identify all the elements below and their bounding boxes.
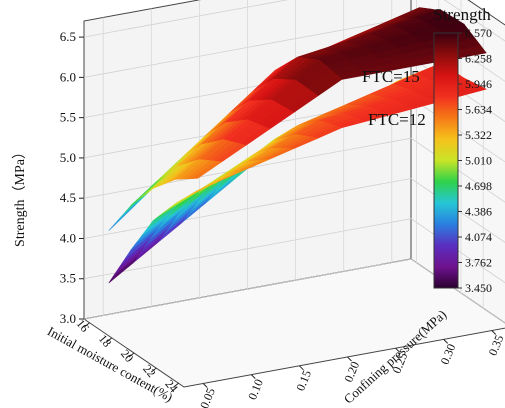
colorbar-tick-label: 3.450 xyxy=(465,281,492,295)
series-label: FTC=15 xyxy=(362,67,420,86)
surface-patch xyxy=(191,160,223,179)
colorbar-tick-label: 4.698 xyxy=(465,179,492,193)
y-tick xyxy=(250,374,256,380)
colorbar-tick-label: 3.762 xyxy=(465,256,492,270)
colorbar-tick-label: 4.386 xyxy=(465,205,492,219)
z-gridline xyxy=(83,258,505,324)
y-tick xyxy=(443,338,449,344)
surfaces: FTC=12 FTC=15 xyxy=(108,7,488,284)
y-tick xyxy=(299,365,304,371)
colorbar-tick-label: 6.570 xyxy=(465,26,492,40)
colorbar: Strength 6.570 6.258 5.946 5.634 5.322 5.010 4.… xyxy=(433,5,492,295)
z-gridline xyxy=(83,178,505,243)
z-tick-label: 4.0 xyxy=(60,230,76,245)
x-tick xyxy=(106,337,113,343)
x-tick xyxy=(173,382,179,388)
y-tick xyxy=(202,383,208,388)
x-tick xyxy=(84,322,90,328)
z-axis-label: Strength（MPa） xyxy=(12,145,28,247)
z-tick-label: 5.5 xyxy=(60,110,76,125)
colorbar-tick-label: 4.074 xyxy=(465,230,492,244)
colorbar-tick-label: 5.946 xyxy=(465,77,492,91)
colorbar-tick-label: 5.322 xyxy=(465,128,492,142)
y-tick xyxy=(491,330,497,335)
colorbar-tick-label: 6.258 xyxy=(465,52,492,66)
colorbar-tick-label: 5.634 xyxy=(465,103,492,117)
colorbar-gradient xyxy=(433,32,459,289)
colorbar-tick-label: 5.010 xyxy=(465,154,492,168)
z-tick-label: 4.5 xyxy=(60,190,76,205)
y-tick-label: 0.35 xyxy=(486,333,505,358)
surface-patch xyxy=(191,179,222,194)
colorbar-title: Strength xyxy=(433,5,491,24)
z-tick-label: 3.0 xyxy=(60,311,76,326)
y-tick-label: 0.10 xyxy=(245,377,266,402)
z-gridline xyxy=(83,218,505,284)
y-tick xyxy=(395,347,400,353)
surface-ftc15 xyxy=(108,7,487,231)
series-label: FTC=12 xyxy=(368,110,426,129)
y-tick-label: 0.30 xyxy=(438,342,459,367)
z-tick-label: 5.0 xyxy=(60,150,76,165)
z-gridline xyxy=(83,0,505,42)
y-tick-label: 0.05 xyxy=(197,386,218,408)
x-tick xyxy=(150,367,157,373)
z-tick-label: 3.5 xyxy=(60,271,76,286)
surface-ftc12 xyxy=(108,62,488,284)
x-tick xyxy=(128,352,135,358)
y-tick-label: 0.15 xyxy=(293,368,314,393)
z-tick-label: 6.0 xyxy=(60,69,76,84)
z-tick-label: 6.5 xyxy=(60,29,76,44)
y-tick xyxy=(347,356,352,362)
